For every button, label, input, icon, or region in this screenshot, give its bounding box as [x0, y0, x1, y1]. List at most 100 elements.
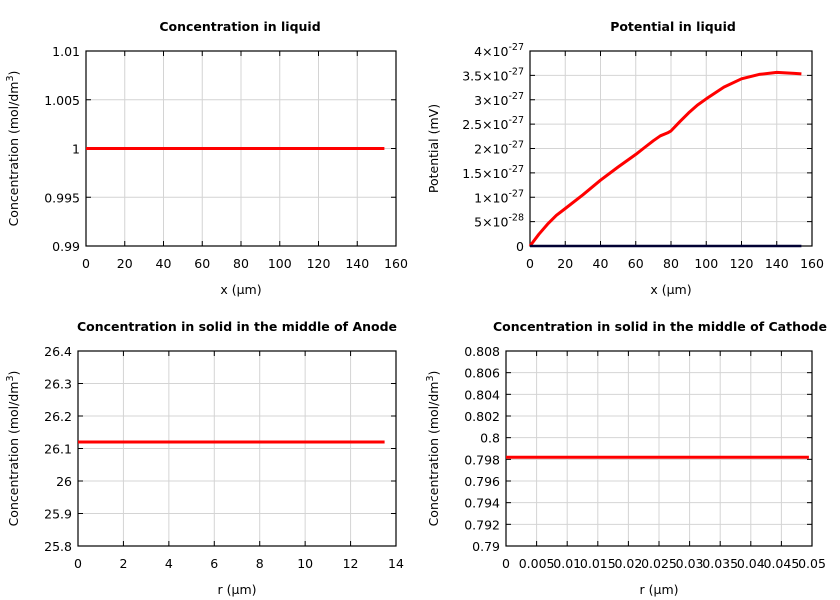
y-tick-label-exponent: -27 [508, 115, 524, 126]
y-tick-label-exponent: -27 [508, 140, 524, 151]
x-tick-label: 40 [156, 256, 172, 271]
x-tick-label: 140 [345, 256, 369, 271]
y-tick-label-base: 0.995 [44, 190, 80, 205]
y-tick-label: 0.796 [464, 474, 500, 489]
y-tick-label-exponent: -27 [508, 164, 524, 175]
y-tick-label-exponent: -27 [508, 42, 524, 53]
x-tick-label: 0.045 [764, 556, 800, 571]
x-tick-label: 4 [165, 556, 173, 571]
y-tick-label-exponent: -27 [508, 66, 524, 77]
chart-3: Concentration in solid in the middle of … [425, 319, 827, 597]
x-tick-label: 0.035 [702, 556, 738, 571]
y-tick-label-base: 0.806 [464, 366, 500, 381]
x-tick-label: 10 [297, 556, 313, 571]
y-axis-label-sup: 3 [425, 375, 436, 381]
y-tick-label: 1×10-27 [474, 188, 524, 205]
x-tick-label: 60 [194, 256, 210, 271]
y-tick-label-base: 0 [516, 239, 524, 254]
x-axis-label: x (µm) [220, 282, 261, 297]
y-tick-label: 1.005 [44, 93, 80, 108]
y-axis-label-text: Potential (mV) [426, 104, 441, 193]
chart-2: Concentration in solid in the middle of … [5, 319, 404, 597]
plot-frame [505, 350, 813, 547]
y-tick-label: 2.5×10-27 [462, 115, 524, 132]
y-tick-label-base: 4×10 [474, 44, 508, 59]
y-tick-label-base: 3.5×10 [462, 68, 508, 83]
x-tick-label: 40 [593, 256, 609, 271]
y-tick-label: 0.995 [44, 190, 80, 205]
y-tick-label: 26.1 [44, 442, 72, 457]
y-tick-label-base: 26.3 [44, 377, 72, 392]
y-tick-label-base: 0.794 [464, 496, 500, 511]
y-tick-label: 0.802 [464, 409, 500, 424]
x-tick-label: 120 [307, 256, 331, 271]
x-tick-label: 0.04 [737, 556, 765, 571]
chart-title: Concentration in liquid [159, 19, 320, 34]
x-tick-label: 2 [119, 556, 127, 571]
y-tick-label: 0 [516, 239, 524, 254]
y-tick-label-base: 1.5×10 [462, 166, 508, 181]
x-tick-label: 0 [82, 256, 90, 271]
y-tick-label: 1 [72, 142, 80, 157]
x-tick-label: 0.015 [580, 556, 616, 571]
y-tick-label-base: 0.79 [472, 539, 500, 554]
y-tick-label: 0.806 [464, 366, 500, 381]
y-tick-label-base: 1.01 [52, 44, 80, 59]
y-axis-label-tail: ) [426, 371, 441, 376]
x-tick-label: 0.02 [614, 556, 642, 571]
y-axis-label: Concentration (mol/dm3) [425, 371, 441, 527]
y-tick-label-base: 0.802 [464, 409, 500, 424]
x-tick-label: 0.01 [553, 556, 581, 571]
y-tick-label-base: 0.804 [464, 387, 500, 402]
y-tick-label-base: 5×10 [474, 215, 508, 230]
y-tick-label: 25.8 [44, 539, 72, 554]
chart-title: Potential in liquid [610, 19, 736, 34]
y-tick-label-base: 0.8 [480, 431, 500, 446]
x-tick-label: 160 [384, 256, 408, 271]
y-axis-label-tail: ) [6, 371, 21, 376]
y-axis-label: Potential (mV) [426, 104, 441, 193]
y-tick-label: 0.792 [464, 517, 500, 532]
y-tick-label-base: 26 [56, 474, 72, 489]
y-tick-label-base: 26.4 [44, 344, 72, 359]
y-tick-label-base: 2×10 [474, 142, 508, 157]
y-tick-label: 0.804 [464, 387, 500, 402]
x-tick-label: 0.025 [641, 556, 677, 571]
y-tick-label: 26.2 [44, 409, 72, 424]
y-axis-label-sup: 3 [5, 75, 16, 81]
y-tick-label-base: 26.1 [44, 442, 72, 457]
y-tick-label: 0.79 [472, 539, 500, 554]
x-tick-label: 80 [233, 256, 249, 271]
y-tick-label-base: 0.796 [464, 474, 500, 489]
y-axis-label-sup: 3 [5, 375, 16, 381]
y-tick-label: 0.794 [464, 496, 500, 511]
y-tick-label: 25.9 [44, 507, 72, 522]
chart-0: Concentration in liquid 0 20 40 60 80 100 120 14… [5, 19, 408, 297]
y-tick-label-base: 0.792 [464, 517, 500, 532]
x-tick-label: 140 [765, 256, 789, 271]
x-tick-label: 20 [117, 256, 133, 271]
x-tick-label: 80 [663, 256, 679, 271]
x-tick-label: 0 [74, 556, 82, 571]
y-tick-label: 0.808 [464, 344, 500, 359]
y-axis-label-tail: ) [6, 71, 21, 76]
x-tick-label: 0 [526, 256, 534, 271]
x-tick-label: 0.05 [798, 556, 826, 571]
x-tick-label: 6 [210, 556, 218, 571]
x-tick-label: 12 [343, 556, 359, 571]
y-tick-label-base: 2.5×10 [462, 117, 508, 132]
x-tick-label: 120 [730, 256, 754, 271]
y-tick-label-exponent: -27 [508, 91, 524, 102]
y-tick-label-base: 1 [72, 142, 80, 157]
x-tick-label: 160 [800, 256, 824, 271]
y-tick-label: 0.8 [480, 431, 500, 446]
y-tick-label: 0.798 [464, 452, 500, 467]
y-tick-label: 2×10-27 [474, 140, 524, 157]
y-axis-label: Concentration (mol/dm3) [5, 371, 21, 527]
y-tick-label: 3×10-27 [474, 91, 524, 108]
y-tick-label: 26 [56, 474, 72, 489]
y-tick-label: 26.4 [44, 344, 72, 359]
y-tick-label: 4×10-27 [474, 42, 524, 59]
y-tick-label-base: 25.8 [44, 539, 72, 554]
